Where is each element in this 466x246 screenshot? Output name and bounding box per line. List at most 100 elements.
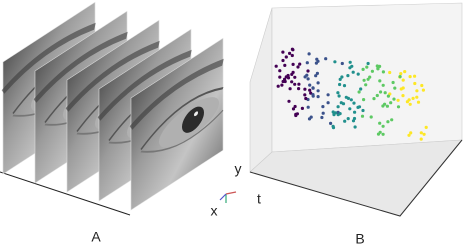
event-dot — [341, 102, 346, 106]
event-dot — [281, 79, 285, 84]
event-dot — [396, 105, 401, 109]
event-dot — [368, 75, 372, 79]
event-dot — [324, 57, 328, 61]
event-dot — [281, 58, 285, 63]
event-dot — [291, 48, 295, 52]
event-dot — [396, 98, 400, 102]
event-dot — [401, 94, 405, 98]
event-dot — [307, 52, 311, 56]
event-dot — [305, 73, 309, 77]
event-dot — [340, 61, 344, 66]
event-dot — [419, 131, 423, 135]
event-dot — [331, 110, 335, 114]
event-dot — [308, 83, 312, 87]
event-dot — [287, 99, 291, 103]
event-dot — [300, 106, 304, 110]
event-dot — [369, 115, 373, 119]
event-dot — [326, 93, 330, 97]
event-dot — [351, 70, 355, 74]
event-dot — [331, 124, 335, 128]
event-dot — [409, 131, 413, 135]
event-dot — [306, 77, 310, 81]
event-dot — [413, 81, 417, 86]
side-wall — [249, 7, 273, 173]
event-dot — [375, 93, 379, 98]
event-dot — [381, 132, 385, 136]
event-dot — [390, 118, 394, 122]
event-dot — [356, 72, 360, 76]
event-dot — [381, 70, 385, 74]
event-dot — [316, 95, 320, 99]
event-dot — [326, 101, 330, 105]
event-dot — [336, 105, 340, 109]
event-dot — [378, 121, 382, 125]
event-dot — [291, 62, 295, 66]
event-dot — [321, 111, 325, 115]
event-dot — [424, 125, 428, 129]
event-dot — [320, 115, 324, 120]
event-dot — [415, 95, 419, 99]
event-dot — [306, 105, 310, 109]
event-dot — [419, 137, 423, 141]
event-dot — [283, 63, 287, 67]
event-dot — [278, 75, 282, 79]
event-dot — [303, 87, 307, 91]
event-dot — [281, 50, 285, 54]
event-dot — [361, 67, 365, 71]
event-dot — [338, 112, 342, 116]
event-dot — [401, 78, 405, 82]
axis-icon — [225, 191, 237, 195]
event-dot — [421, 88, 425, 92]
event-dot — [378, 130, 382, 134]
event-dot — [413, 74, 417, 78]
event-dot — [329, 121, 333, 125]
event-dot — [370, 69, 374, 73]
event-dot — [392, 97, 396, 101]
event-dot — [303, 93, 307, 97]
event-dot — [343, 119, 347, 123]
event-dot — [399, 72, 403, 76]
event-dot — [309, 115, 313, 119]
event-dot — [383, 91, 387, 95]
event-dot — [360, 114, 365, 118]
event-dot — [290, 72, 294, 76]
event-dot — [408, 102, 412, 106]
event-dot — [391, 80, 395, 85]
event-dot — [352, 101, 356, 105]
event-dot — [352, 116, 357, 121]
event-dot — [290, 53, 294, 58]
event-dot — [403, 70, 407, 74]
event-dot — [407, 98, 411, 102]
event-dot — [348, 107, 352, 111]
event-dot — [304, 96, 308, 101]
panel-b: y x t B — [211, 2, 463, 246]
event-dot — [372, 97, 376, 101]
event-dot — [276, 84, 280, 88]
event-dot — [408, 75, 412, 79]
event-dot — [416, 100, 421, 104]
event-dot — [361, 108, 365, 113]
event-dot — [399, 87, 403, 91]
event-dot — [381, 124, 385, 128]
event-dot — [308, 88, 312, 92]
floor — [249, 139, 463, 217]
event-cloud — [274, 47, 428, 141]
event-dot — [393, 86, 397, 90]
event-dot — [379, 90, 383, 94]
event-dot — [338, 82, 342, 87]
event-dot — [411, 96, 415, 100]
event-dot — [284, 55, 288, 59]
event-dot — [338, 77, 342, 81]
event-dot — [378, 79, 382, 83]
event-dot — [350, 64, 354, 68]
event-dot — [349, 98, 353, 102]
event-dot — [389, 101, 393, 105]
event-dot — [365, 65, 369, 69]
event-dot — [398, 75, 402, 79]
axis-icon — [219, 193, 227, 201]
event-dot — [420, 83, 424, 88]
event-dot — [288, 87, 292, 91]
event-dot — [296, 65, 300, 69]
event-dot — [311, 93, 315, 97]
event-dot — [311, 86, 315, 90]
